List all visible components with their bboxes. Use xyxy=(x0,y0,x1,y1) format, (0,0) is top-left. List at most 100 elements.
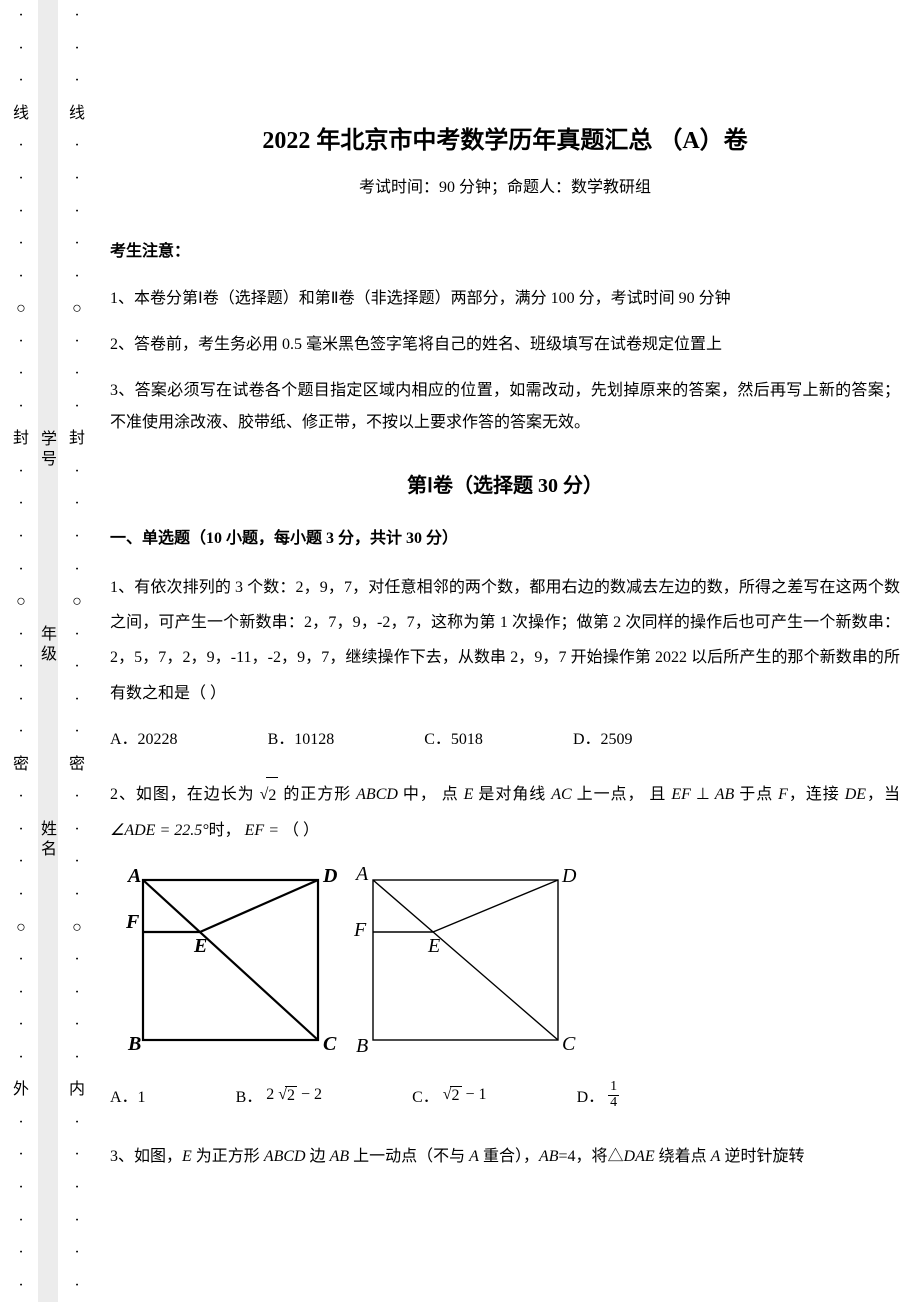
option-a: A．1 xyxy=(110,1080,146,1110)
dot: · xyxy=(18,138,23,154)
dot: · xyxy=(74,887,79,903)
gutter-outer-col: · · · 线 · · · · · ○ · · · 封 · · · · ○ · … xyxy=(16,0,26,1302)
label-F: F xyxy=(353,919,367,941)
dot: · xyxy=(74,1245,79,1261)
dot: · xyxy=(74,659,79,675)
dot: · xyxy=(18,1213,23,1229)
dot: · xyxy=(74,366,79,382)
q3-t: 为正方形 xyxy=(192,1148,264,1165)
q3-t: =4，将△ xyxy=(559,1148,624,1165)
dot: · xyxy=(18,1017,23,1033)
q3-t: 绕着点 xyxy=(655,1148,711,1165)
notice-heading: 考生注意： xyxy=(110,237,900,261)
sqrt-icon: √2 xyxy=(278,1086,297,1105)
dot: · xyxy=(74,171,79,187)
q3-ab: AB xyxy=(330,1148,350,1165)
q3-a: A xyxy=(469,1148,479,1165)
question-1-options: A．20228 B．10128 C．5018 D．2509 xyxy=(110,725,900,749)
dot: · xyxy=(18,1180,23,1196)
q2-t: 于点 xyxy=(734,786,778,803)
vtext: 密 xyxy=(69,757,85,773)
q2-t: 2、如图，在边长为 xyxy=(110,786,255,803)
dot: · xyxy=(74,236,79,252)
label-D: D xyxy=(322,865,337,887)
dot: · xyxy=(74,399,79,415)
dot: · xyxy=(74,1115,79,1131)
label-E: E xyxy=(427,935,440,957)
option-b: B． 2√2 − 2 xyxy=(236,1080,323,1110)
q2-t: ，连接 xyxy=(788,786,845,803)
opt-prefix: D． xyxy=(577,1083,605,1107)
q2-de: DE xyxy=(845,786,866,803)
dot: · xyxy=(74,985,79,1001)
dot: · xyxy=(18,1278,23,1294)
notice-item: 3、答案必须写在试卷各个题目指定区域内相应的位置，如需改动，先划掉原来的答案，然… xyxy=(110,375,900,439)
dot: · xyxy=(18,822,23,838)
label-C: C xyxy=(562,1033,576,1055)
dot: · xyxy=(74,822,79,838)
opt-prefix: C． xyxy=(412,1083,439,1107)
dot: · xyxy=(74,1213,79,1229)
numerator: 1 xyxy=(608,1080,619,1095)
q2-ef: EF xyxy=(671,786,691,803)
dot: · xyxy=(18,854,23,870)
q3-t: 重合）， xyxy=(479,1148,539,1165)
page: · · · 线 · · · · · ○ · · · 封 · · · · ○ · … xyxy=(0,0,920,1302)
dot: · xyxy=(74,854,79,870)
opt-coef: 2 xyxy=(266,1086,274,1104)
q2-t: 中， 点 xyxy=(398,786,464,803)
dot: · xyxy=(18,366,23,382)
q3-abcd: ABCD xyxy=(264,1148,306,1165)
dot: · xyxy=(18,1245,23,1261)
dot: · xyxy=(18,269,23,285)
circle-glyph: ○ xyxy=(72,594,82,610)
dot: · xyxy=(74,41,79,57)
dot: · xyxy=(18,236,23,252)
dot: · xyxy=(74,138,79,154)
circle-glyph: ○ xyxy=(16,301,26,317)
vtext: 内 xyxy=(69,1082,85,1098)
angle-expr: ∠ADE = 22.5° xyxy=(110,822,209,839)
option-c: C． √2 − 1 xyxy=(412,1080,487,1110)
option-a: A．20228 xyxy=(110,725,178,749)
label-B: B xyxy=(356,1035,368,1057)
circle-glyph: ○ xyxy=(16,594,26,610)
option-d: D． 1 4 xyxy=(577,1080,620,1110)
dot: · xyxy=(74,1147,79,1163)
gutter-shade-labels: 学 号 年 级 姓 名 xyxy=(38,0,58,1302)
fraction: 1 4 xyxy=(608,1080,619,1110)
q2-t: （ ） xyxy=(283,822,319,839)
q3-dae: DAE xyxy=(624,1148,655,1165)
notice-item: 2、答卷前，考生务必用 0.5 毫米黑色签字笔将自己的姓名、班级填写在试卷规定位… xyxy=(110,329,900,361)
q2-abcd: ABCD xyxy=(356,786,398,803)
q2-e: E xyxy=(464,786,474,803)
q2-t: ，当 xyxy=(866,786,900,803)
field-grade: 年 级 xyxy=(38,625,58,661)
dot: · xyxy=(18,985,23,1001)
label-A: A xyxy=(354,863,369,885)
gutter-inner-col: · · · 线 · · · · · ○ · · · 封 · · · · ○ · … xyxy=(72,0,82,1302)
dot: · xyxy=(18,887,23,903)
q2-f: F xyxy=(778,786,788,803)
dot: · xyxy=(74,204,79,220)
dot: · xyxy=(18,496,23,512)
dot: · xyxy=(74,73,79,89)
dot: · xyxy=(74,1050,79,1066)
dot: · xyxy=(74,1180,79,1196)
q2-diagram-thin: A D B C F E xyxy=(348,862,578,1062)
dot: · xyxy=(18,562,23,578)
question-2-options: A．1 B． 2√2 − 2 C． √2 − 1 D． 1 4 xyxy=(110,1080,900,1110)
circle-glyph: ○ xyxy=(16,920,26,936)
dot: · xyxy=(18,1147,23,1163)
q3-t: 上一动点（不与 xyxy=(349,1148,469,1165)
dot: · xyxy=(74,529,79,545)
dot: · xyxy=(74,724,79,740)
opt-prefix: B． xyxy=(236,1083,263,1107)
dot: · xyxy=(74,334,79,350)
sqrt-icon: √2 xyxy=(443,1086,462,1105)
dot: · xyxy=(74,789,79,805)
question-2-text: 2、如图，在边长为 √2 的正方形 ABCD 中， 点 E 是对角线 AC 上一… xyxy=(110,777,900,848)
question-2-figures: A D B C F E A D B xyxy=(118,862,900,1062)
label-B: B xyxy=(127,1033,141,1055)
dot: · xyxy=(18,952,23,968)
